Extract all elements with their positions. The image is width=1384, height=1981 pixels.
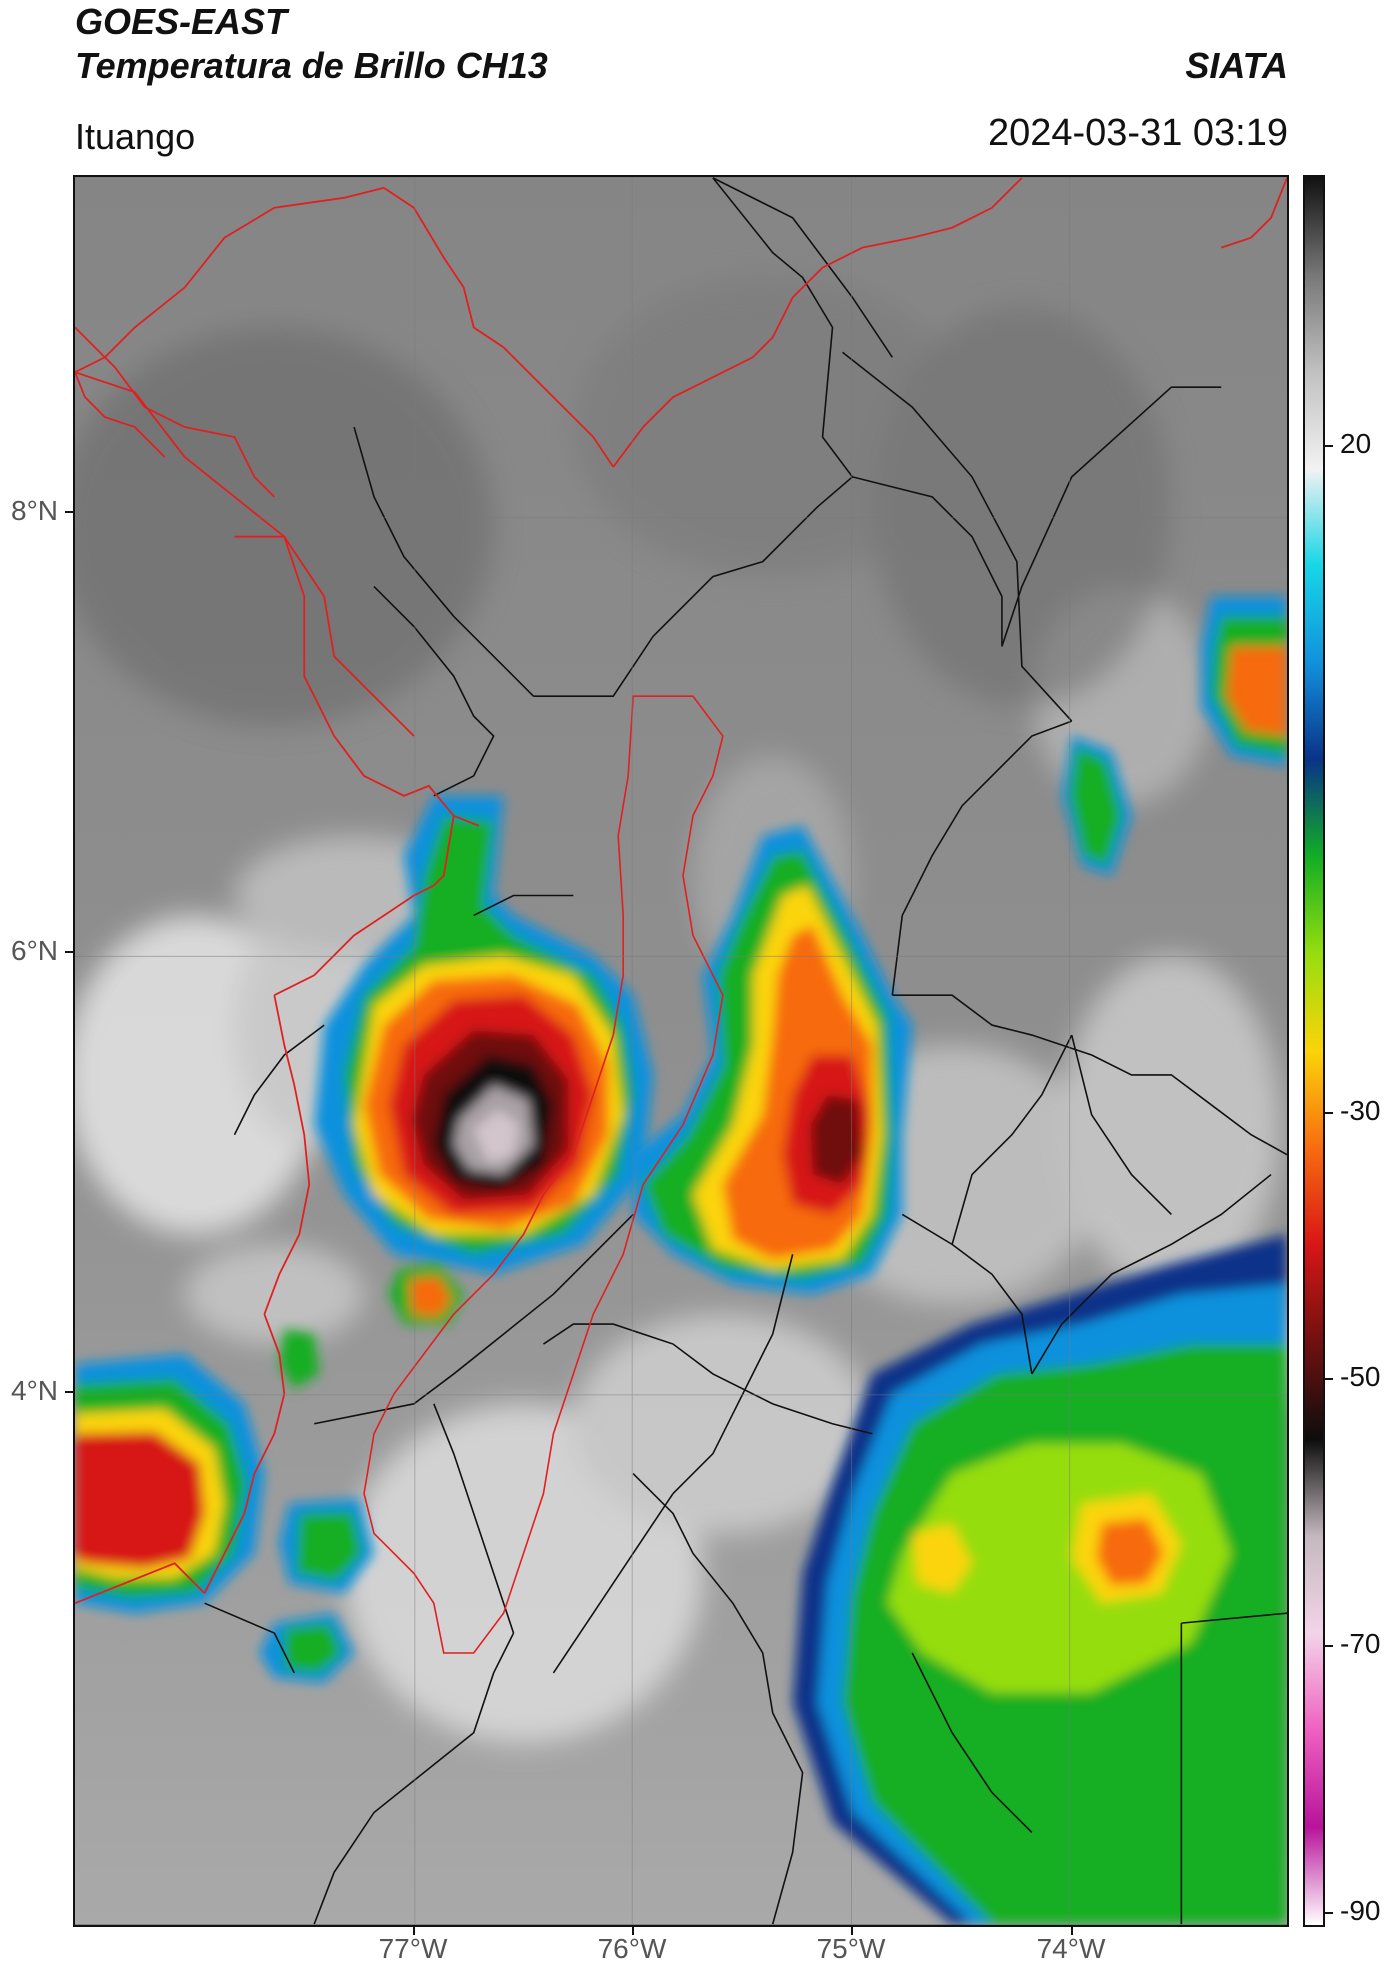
satellite-map[interactable] [73,175,1289,1927]
storm-cell-central [633,825,913,1295]
lon-tick [632,1927,634,1935]
lat-tick [65,1391,73,1393]
lat-label-6n: 6°N [11,935,58,966]
colorbar-label-minus70: -70 [1340,1628,1381,1659]
colorbar [1303,175,1325,1927]
colorbar-tick [1325,1645,1333,1647]
graticule [75,177,1287,1925]
dark-land-field [75,277,1172,727]
lat-label-4n: 4°N [11,1375,58,1406]
lat-tick [65,511,73,513]
colorbar-tick [1325,445,1333,447]
colorbar-label-20: 20 [1340,428,1372,459]
colorbar-label-minus30: -30 [1340,1095,1381,1126]
colorbar-label-minus50: -50 [1340,1361,1381,1392]
storm-cell-southwest [75,1354,375,1683]
map-canvas [75,177,1287,1925]
storm-cell-west [314,795,654,1275]
lon-tick [413,1927,415,1935]
region-outline [363,695,724,1654]
title-line-1: GOES-EAST [75,1,288,42]
international-borders [75,177,1287,1605]
lon-label-75w: 75°W [816,1933,886,1964]
colorbar-tick [1325,1112,1333,1114]
title-line-2: Temperatura de Brillo CH13 [75,45,548,86]
lon-tick [851,1927,853,1935]
lon-tick [1071,1927,1073,1935]
lon-label-77w: 77°W [378,1933,448,1964]
department-borders [204,177,1287,1925]
lat-label-8n: 8°N [11,495,58,526]
colorbar-tick [1325,1912,1333,1914]
lon-label-74w: 74°W [1036,1933,1106,1964]
colorbar-label-minus90: -90 [1340,1895,1381,1926]
colorbar-tick [1325,1378,1333,1380]
organization-label: SIATA [1185,45,1288,86]
storm-cell-southeast [792,1234,1287,1925]
lat-tick [65,951,73,953]
lon-label-76w: 76°W [597,1933,667,1964]
small-cells [279,596,1287,1389]
location-label: Ituango [75,116,196,157]
timestamp-label: 2024-03-31 03:19 [987,112,1288,154]
